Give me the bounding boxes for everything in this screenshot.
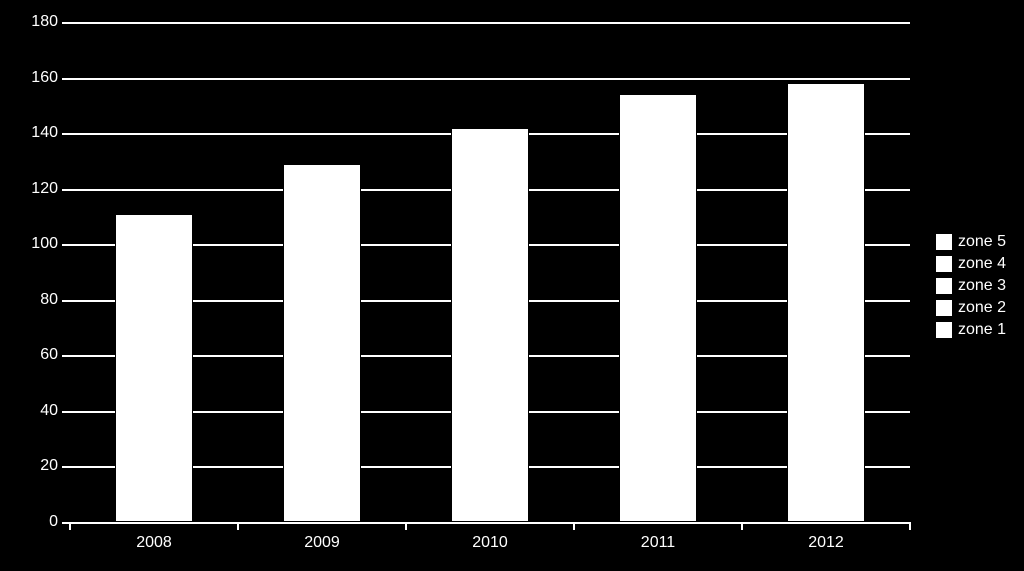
y-axis-label: 80 xyxy=(8,291,58,309)
x-tick xyxy=(237,522,239,530)
y-axis-label: 100 xyxy=(8,235,58,253)
legend-label: zone 1 xyxy=(958,321,1006,339)
legend-swatch xyxy=(936,322,952,338)
legend-item: zone 2 xyxy=(936,299,1006,317)
y-axis-label: 60 xyxy=(8,346,58,364)
x-axis-label: 2012 xyxy=(808,534,844,552)
y-axis-label: 160 xyxy=(8,69,58,87)
legend-label: zone 5 xyxy=(958,233,1006,251)
x-tick xyxy=(573,522,575,530)
y-axis-label: 0 xyxy=(8,513,58,531)
legend-swatch xyxy=(936,256,952,272)
legend-swatch xyxy=(936,300,952,316)
gridline xyxy=(70,78,910,80)
y-tick xyxy=(62,411,70,413)
bar xyxy=(115,214,192,522)
x-axis-label: 2009 xyxy=(304,534,340,552)
bar xyxy=(451,128,528,522)
legend-swatch xyxy=(936,234,952,250)
y-axis-label: 180 xyxy=(8,13,58,31)
x-axis-label: 2010 xyxy=(472,534,508,552)
y-tick xyxy=(62,133,70,135)
y-tick xyxy=(62,300,70,302)
x-tick xyxy=(909,522,911,530)
legend-item: zone 5 xyxy=(936,233,1006,251)
y-tick xyxy=(62,189,70,191)
x-axis-label: 2011 xyxy=(641,534,675,552)
x-tick xyxy=(69,522,71,530)
x-tick xyxy=(405,522,407,530)
chart-container: zone 5 zone 4 zone 3 zone 2 zone 1 0 20 40 60 80… xyxy=(0,0,1024,571)
bar xyxy=(283,164,360,522)
y-axis-label: 40 xyxy=(8,402,58,420)
legend: zone 5 zone 4 zone 3 zone 2 zone 1 xyxy=(936,229,1006,343)
y-tick xyxy=(62,355,70,357)
y-tick xyxy=(62,244,70,246)
y-axis-label: 140 xyxy=(8,124,58,142)
legend-label: zone 3 xyxy=(958,277,1006,295)
y-tick xyxy=(62,78,70,80)
gridline xyxy=(70,522,910,524)
x-axis-label: 2008 xyxy=(136,534,172,552)
y-axis-label: 120 xyxy=(8,180,58,198)
y-tick xyxy=(62,22,70,24)
legend-item: zone 3 xyxy=(936,277,1006,295)
legend-label: zone 2 xyxy=(958,299,1006,317)
legend-label: zone 4 xyxy=(958,255,1006,273)
y-tick xyxy=(62,466,70,468)
y-axis-label: 20 xyxy=(8,457,58,475)
legend-swatch xyxy=(936,278,952,294)
bar xyxy=(619,94,696,522)
legend-item: zone 4 xyxy=(936,255,1006,273)
bar xyxy=(787,83,864,522)
legend-item: zone 1 xyxy=(936,321,1006,339)
gridline xyxy=(70,22,910,24)
x-tick xyxy=(741,522,743,530)
